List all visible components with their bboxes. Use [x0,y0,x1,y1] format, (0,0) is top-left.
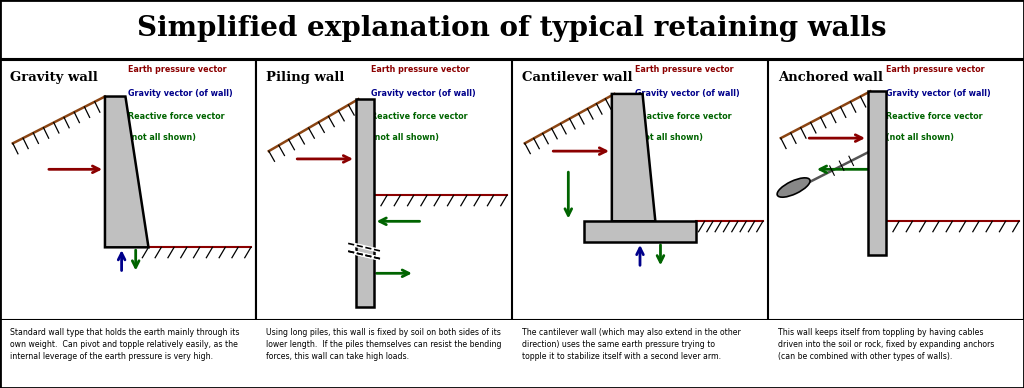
Text: Earth pressure vector: Earth pressure vector [886,65,984,74]
Text: Gravity vector (of wall): Gravity vector (of wall) [371,89,476,98]
Text: Standard wall type that holds the earth mainly through its
own weight.  Can pivo: Standard wall type that holds the earth … [10,328,240,361]
Text: Piling wall: Piling wall [266,71,345,83]
Text: Earth pressure vector: Earth pressure vector [128,65,226,74]
Text: Gravity vector (of wall): Gravity vector (of wall) [128,89,232,98]
Text: Earth pressure vector: Earth pressure vector [371,65,470,74]
Text: Reactive force vector: Reactive force vector [128,112,224,121]
Text: Reactive force vector: Reactive force vector [371,112,468,121]
Text: Reactive force vector: Reactive force vector [635,112,731,121]
Text: (not all shown): (not all shown) [371,133,439,142]
Text: The cantilever wall (which may also extend in the other
direction) uses the same: The cantilever wall (which may also exte… [522,328,741,361]
Text: Anchored wall: Anchored wall [778,71,884,83]
Text: Earth pressure vector: Earth pressure vector [635,65,733,74]
Polygon shape [104,97,148,247]
Text: Cantilever wall: Cantilever wall [522,71,633,83]
Text: This wall keeps itself from toppling by having cables
driven into the soil or ro: This wall keeps itself from toppling by … [778,328,994,361]
Text: Simplified explanation of typical retaining walls: Simplified explanation of typical retain… [137,16,887,42]
Polygon shape [612,94,655,221]
Text: (not all shown): (not all shown) [128,133,196,142]
Text: Gravity vector (of wall): Gravity vector (of wall) [635,89,739,98]
Text: Gravity wall: Gravity wall [10,71,98,83]
Text: Using long piles, this wall is fixed by soil on both sides of its
lower length. : Using long piles, this wall is fixed by … [266,328,502,361]
Text: Gravity vector (of wall): Gravity vector (of wall) [886,89,990,98]
Text: (not all shown): (not all shown) [886,133,953,142]
Text: Reactive force vector: Reactive force vector [886,112,982,121]
Text: (not all shown): (not all shown) [635,133,702,142]
Polygon shape [868,91,886,255]
Polygon shape [356,99,374,307]
Ellipse shape [777,178,810,197]
Polygon shape [584,221,696,242]
